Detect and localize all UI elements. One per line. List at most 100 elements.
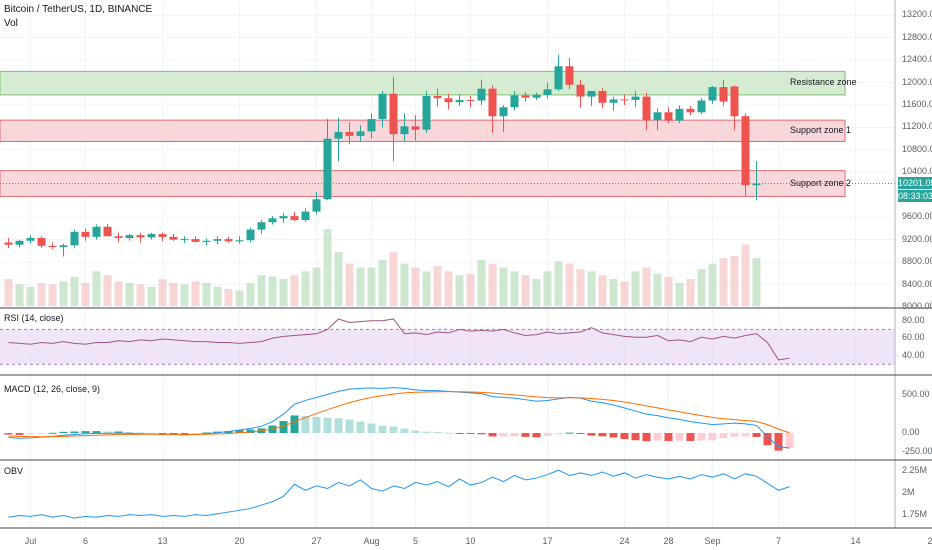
- macd-histogram-bar: [741, 433, 750, 437]
- volume-bar: [543, 271, 552, 306]
- volume-bar: [466, 273, 475, 306]
- price-tick: 10800.00: [902, 143, 932, 154]
- x-tick-label: 5: [412, 536, 419, 546]
- volume-bar: [268, 276, 277, 306]
- macd-histogram-bar: [37, 433, 46, 435]
- volume-bar: [59, 281, 68, 306]
- volume-bar: [565, 263, 574, 306]
- macd-histogram-bar: [675, 433, 684, 441]
- price-tick: 11200.00: [902, 121, 932, 132]
- volume-bar: [367, 267, 376, 306]
- volume-bar: [202, 282, 211, 306]
- macd-histogram-bar: [356, 421, 365, 434]
- obv-tick: 1.75M: [902, 508, 928, 519]
- symbol-title: Bitcoin / TetherUS, 1D, BINANCE: [4, 4, 153, 15]
- macd-histogram-bar: [202, 432, 211, 434]
- candle-body: [708, 87, 717, 101]
- volume-bar: [224, 289, 233, 306]
- volume-bar: [708, 263, 717, 306]
- macd-histogram-bar: [81, 431, 90, 434]
- macd-histogram-bar: [48, 432, 57, 434]
- candle-body: [444, 98, 453, 103]
- candle-body: [389, 93, 398, 135]
- rsi-tick: 40.00: [902, 349, 925, 360]
- macd-histogram-bar: [312, 416, 321, 434]
- x-tick-label: 14: [850, 536, 861, 546]
- candle-body: [334, 131, 343, 139]
- macd-histogram-bar: [763, 433, 772, 446]
- volume-bar: [345, 263, 354, 306]
- macd-histogram-bar: [92, 431, 101, 434]
- volume-label: Vol: [4, 18, 18, 29]
- volume-bar: [598, 275, 607, 306]
- candle-body: [48, 245, 57, 247]
- volume-bar: [455, 275, 464, 306]
- signal-line: [8, 391, 790, 438]
- candle-body: [202, 240, 211, 242]
- volume-bar: [334, 252, 343, 306]
- macd-pane: [4, 387, 794, 451]
- candle-body: [301, 211, 310, 221]
- macd-histogram-bar: [158, 433, 167, 435]
- volume-bar: [378, 259, 387, 306]
- candle-body: [741, 116, 750, 186]
- candle-body: [499, 107, 508, 117]
- rsi-band: [0, 329, 895, 365]
- volume-bar: [15, 284, 24, 306]
- candle-body: [521, 95, 530, 98]
- candle-body: [686, 108, 695, 113]
- candle-body: [543, 89, 552, 95]
- candle-body: [466, 99, 475, 101]
- x-tick-label: 7: [775, 536, 782, 546]
- volume-bar: [191, 281, 200, 306]
- macd-histogram-bar: [4, 433, 13, 435]
- obv-line: [8, 469, 790, 519]
- candle-body: [114, 236, 123, 238]
- x-tick-label: 17: [542, 536, 553, 546]
- volume-bar: [730, 255, 739, 306]
- volume-bar: [81, 282, 90, 306]
- candle-body: [554, 66, 563, 90]
- candle-body: [653, 112, 662, 121]
- candle-body: [532, 94, 541, 98]
- x-tick-label: 13: [157, 536, 168, 546]
- volume-bar: [147, 286, 156, 306]
- macd-histogram-bar: [708, 433, 717, 441]
- macd-histogram-bar: [466, 433, 475, 435]
- macd-histogram-bar: [697, 433, 706, 441]
- macd-histogram-bar: [433, 431, 442, 434]
- candle-body: [400, 126, 409, 135]
- macd-histogram-bar: [686, 433, 695, 441]
- x-tick-label: 24: [619, 536, 630, 546]
- price-tick: 12000.00: [902, 76, 932, 87]
- candle-body: [169, 236, 178, 240]
- candle-body: [70, 231, 79, 246]
- x-tick-label: 6: [82, 536, 89, 546]
- macd-histogram-bar: [323, 417, 332, 434]
- macd-histogram-bar: [510, 433, 519, 437]
- macd-histogram-bar: [59, 431, 68, 434]
- price-tick: 8800.00: [902, 256, 932, 267]
- volume-bar: [389, 252, 398, 306]
- macd-tick: -250.00: [902, 445, 932, 456]
- x-tick-label: 10: [465, 536, 476, 546]
- obv-title: OBV: [4, 466, 24, 476]
- price-tick: 9200.00: [902, 233, 932, 244]
- price-tick: 8000.00: [902, 301, 932, 311]
- macd-histogram-bar: [642, 433, 651, 442]
- volume-bar: [301, 271, 310, 306]
- candle-body: [587, 90, 596, 97]
- candle-body: [246, 229, 255, 241]
- volume-bar: [510, 271, 519, 306]
- macd-histogram-bar: [191, 433, 200, 435]
- macd-histogram-bar: [301, 415, 310, 434]
- zones: [0, 70, 846, 197]
- macd-histogram-bar: [477, 433, 486, 435]
- rsi-line: [8, 318, 790, 361]
- volume-bar: [290, 275, 299, 306]
- volume-bar: [631, 271, 640, 306]
- macd-title: MACD (12, 26, close, 9): [4, 384, 101, 394]
- volume-bar: [246, 282, 255, 306]
- candle-body: [345, 131, 354, 136]
- volume-bar: [521, 275, 530, 306]
